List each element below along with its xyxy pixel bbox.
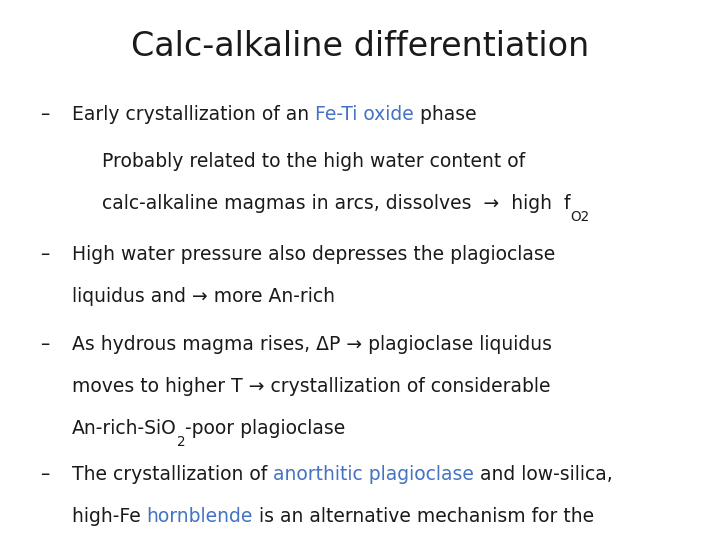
Text: liquidus and → more An-rich: liquidus and → more An-rich	[72, 287, 335, 306]
Text: Calc-alkaline differentiation: Calc-alkaline differentiation	[131, 30, 589, 63]
Text: -poor plagioclase: -poor plagioclase	[185, 419, 346, 438]
Text: –: –	[40, 245, 49, 264]
Text: Fe-Ti oxide: Fe-Ti oxide	[315, 105, 414, 124]
Text: moves to higher T → crystallization of considerable: moves to higher T → crystallization of c…	[72, 377, 551, 396]
Text: and low-silica,: and low-silica,	[474, 465, 613, 484]
Text: 2: 2	[176, 435, 185, 449]
Text: –: –	[40, 335, 49, 354]
Text: The crystallization of: The crystallization of	[72, 465, 274, 484]
Text: O2: O2	[570, 210, 590, 224]
Text: anorthitic plagioclase: anorthitic plagioclase	[274, 465, 474, 484]
Text: As hydrous magma rises, ΔP → plagioclase liquidus: As hydrous magma rises, ΔP → plagioclase…	[72, 335, 552, 354]
Text: phase: phase	[414, 105, 477, 124]
Text: An-rich-SiO: An-rich-SiO	[72, 419, 176, 438]
Text: High water pressure also depresses the plagioclase: High water pressure also depresses the p…	[72, 245, 555, 264]
Text: Probably related to the high water content of: Probably related to the high water conte…	[102, 152, 525, 171]
Text: is an alternative mechanism for the: is an alternative mechanism for the	[253, 507, 594, 526]
Text: calc-alkaline magmas in arcs, dissolves  →  high  f: calc-alkaline magmas in arcs, dissolves …	[102, 194, 570, 213]
Text: –: –	[40, 465, 49, 484]
Text: hornblende: hornblende	[147, 507, 253, 526]
Text: –: –	[40, 105, 49, 124]
Text: Early crystallization of an: Early crystallization of an	[72, 105, 315, 124]
Text: high-Fe: high-Fe	[72, 507, 147, 526]
